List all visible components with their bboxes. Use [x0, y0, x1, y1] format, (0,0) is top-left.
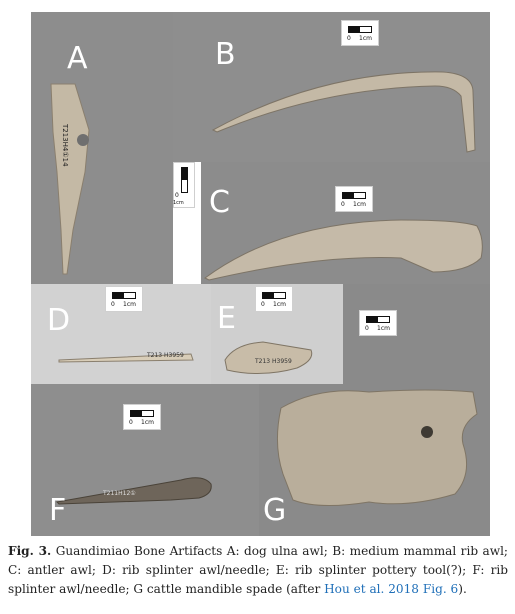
- panel-label-g: G: [263, 493, 287, 528]
- scale-bar-a-vertical: 0 1cm: [173, 162, 195, 208]
- panel-label-d: D: [47, 303, 71, 338]
- panel-a: A T213H4①14: [31, 12, 173, 284]
- panel-label-b: B: [215, 37, 236, 72]
- caption-reference-link[interactable]: Hou et al. 2018 Fig. 6: [324, 582, 459, 596]
- bone-a-shape: [50, 83, 90, 275]
- specimen-label-e: T213 H3959: [255, 358, 292, 365]
- panel-e: E 0 1cm T213 H3959: [211, 284, 343, 384]
- scale-bar-c: 0 1cm: [335, 186, 373, 212]
- specimen-label-d: T213 H3959: [147, 352, 184, 359]
- figure-caption: Fig. 3. Guandimiao Bone Artifacts A: dog…: [8, 542, 508, 599]
- caption-text: Guandimiao Bone Artifacts A: dog ulna aw…: [8, 544, 509, 596]
- bone-e-shape: [224, 341, 313, 375]
- panel-label-e: E: [217, 301, 236, 336]
- caption-fig-label: Fig. 3.: [8, 544, 52, 558]
- panel-b: B 0 1cm: [173, 12, 490, 162]
- scale-bar-f: 0 1cm: [123, 404, 161, 430]
- caption-text-end: ).: [458, 582, 467, 596]
- specimen-label-a: T213H4①14: [61, 124, 69, 167]
- panel-label-a: A: [67, 41, 88, 76]
- panel-c: C 0 1cm: [201, 162, 490, 284]
- bone-f-shape: [55, 477, 212, 505]
- scale-bar-g: 0 1cm: [359, 310, 397, 336]
- bone-g-shape: [276, 389, 478, 507]
- panel-label-f: F: [49, 493, 67, 528]
- scale-bar-e: 0 1cm: [255, 286, 293, 312]
- figure-image: A T213H4①14 B 0 1cm 0 1cm C 0 1cm: [31, 12, 490, 536]
- panel-d: D 0 1cm T213 H3959: [31, 284, 211, 384]
- specimen-label-f: T211H12①: [103, 490, 136, 497]
- bone-c-shape: [204, 219, 483, 281]
- panel-f: F 0 1cm T211H12①: [31, 384, 259, 536]
- scale-bar-b: 0 1cm: [341, 20, 379, 46]
- panel-label-c: C: [209, 185, 230, 220]
- bone-d-shape: [58, 353, 194, 363]
- bone-b-shape: [211, 71, 476, 153]
- panel-g-bone: G: [259, 384, 490, 536]
- scale-bar-d: 0 1cm: [105, 286, 143, 312]
